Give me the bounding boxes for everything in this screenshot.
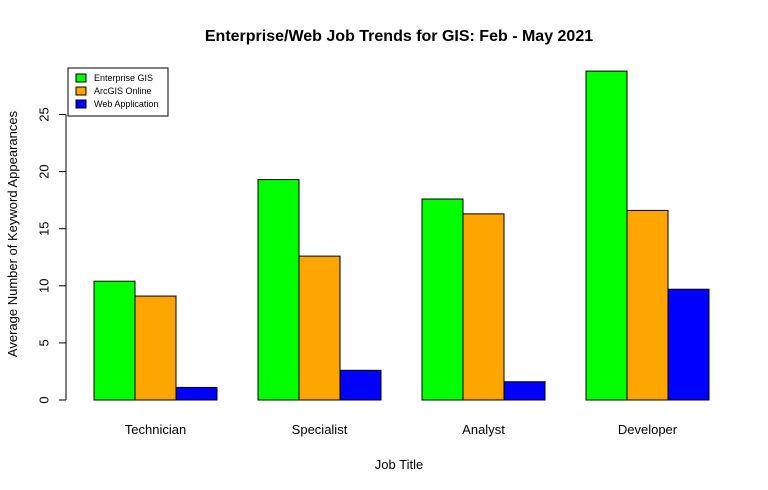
y-tick-label: 15	[37, 221, 52, 235]
legend: Enterprise GIS ArcGIS Online Web Applicati…	[67, 67, 169, 117]
bar-specialist-arcgis-online	[298, 255, 341, 401]
bars	[93, 70, 710, 401]
bar-specialist-enterprise-gis	[257, 179, 300, 401]
bar-analyst-enterprise-gis	[421, 198, 464, 401]
bar-developer-web-application	[667, 288, 710, 401]
bar-technician-enterprise-gis	[93, 280, 136, 401]
chart-title: Enterprise/Web Job Trends for GIS: Feb -…	[205, 28, 593, 45]
x-tick-label: Specialist	[292, 422, 348, 437]
legend-label: Enterprise GIS	[94, 73, 153, 83]
y-axis: 0 5 10 15 20 25	[37, 107, 67, 404]
bar-analyst-arcgis-online	[462, 213, 505, 401]
y-tick-label: 25	[37, 107, 52, 121]
x-tick-labels: Technician Specialist Analyst Developer	[125, 422, 678, 437]
bar-analyst-web-application	[503, 381, 546, 401]
y-tick-label: 10	[37, 279, 52, 293]
y-axis-label: Average Number of Keyword Appearances	[5, 110, 20, 357]
y-tick-label: 5	[37, 339, 52, 346]
legend-swatch	[75, 99, 87, 109]
legend-swatch	[75, 73, 87, 83]
bar-developer-arcgis-online	[626, 209, 669, 401]
x-tick-label: Technician	[125, 422, 186, 437]
x-axis-label: Job Title	[375, 457, 423, 472]
legend-label: ArcGIS Online	[94, 86, 152, 96]
legend-label: Web Application	[94, 99, 158, 109]
bar-technician-web-application	[175, 386, 218, 401]
bar-developer-enterprise-gis	[585, 70, 628, 401]
bar-specialist-web-application	[339, 369, 382, 401]
y-tick-label: 0	[37, 396, 52, 403]
x-tick-label: Developer	[618, 422, 678, 437]
bar-technician-arcgis-online	[134, 295, 177, 401]
x-tick-label: Analyst	[462, 422, 505, 437]
legend-swatch	[75, 86, 87, 96]
y-tick-label: 20	[37, 164, 52, 178]
